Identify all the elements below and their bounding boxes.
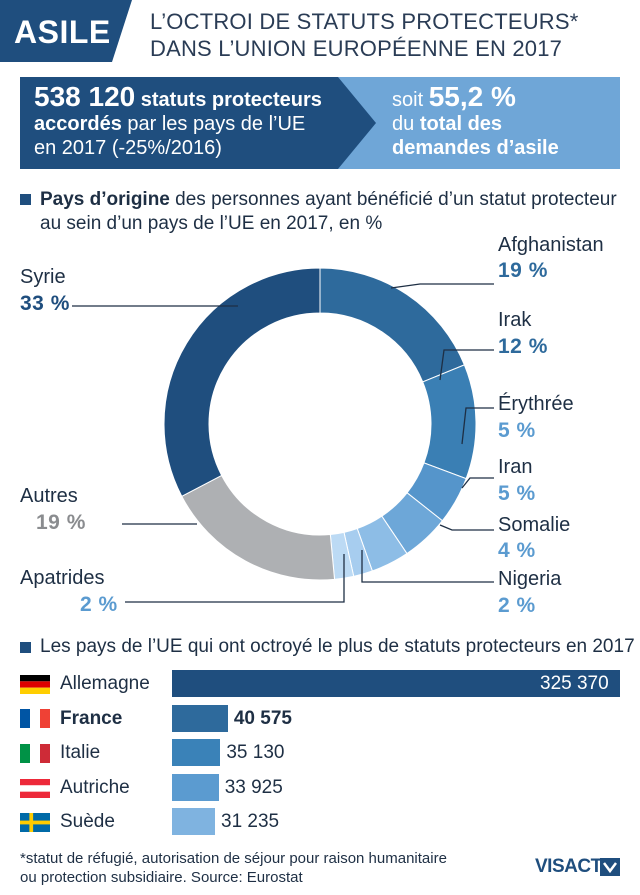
- label-somalie: Somalie: [498, 514, 571, 536]
- value-somalie: 4 %: [498, 539, 536, 562]
- leader-nigeria: [361, 550, 494, 583]
- donut-title-bold: Pays d’origine: [40, 189, 170, 210]
- banner-shape: [20, 77, 620, 169]
- italy-flag-icon: [20, 744, 50, 763]
- bar-italie: [172, 739, 221, 766]
- label-nigeria: Nigeria: [498, 568, 562, 590]
- value-autres: 19 %: [36, 511, 86, 534]
- share-percent: 55,2 %: [428, 81, 516, 112]
- label-afghanistan: Afghanistan: [498, 234, 604, 256]
- country-label: Italie: [60, 742, 101, 763]
- value-afghanistan: 19 %: [498, 259, 548, 282]
- donut-slice-syrie: [163, 267, 321, 498]
- austria-flag-icon: [20, 779, 50, 798]
- leader-erythree: [461, 407, 494, 445]
- value-iran: 5 %: [498, 482, 536, 505]
- bar-value-label: 40 575: [233, 708, 292, 729]
- country-label: France: [60, 708, 123, 729]
- banner-left-text: 538 120 statuts protecteurs accordés par…: [34, 83, 322, 160]
- tag-shape: [0, 0, 132, 62]
- banner-left-line2: par les pays de l’UE: [121, 113, 306, 135]
- donut-title-rest: des personnes ayant bénéficié d’un statu…: [169, 189, 617, 210]
- footnote-line1: *statut de réfugié, autorisation de séjo…: [20, 850, 447, 867]
- value-apatrides: 2 %: [80, 593, 118, 616]
- donut-slices: [163, 267, 477, 581]
- bar-value-label: 35 130: [226, 742, 285, 763]
- label-erythree: Érythrée: [498, 393, 574, 415]
- banner-left-line3: en 2017 (-25%/2016): [34, 137, 222, 159]
- bar-france: [172, 705, 228, 732]
- donut-chart-title: Pays d’origine des personnes ayant bénéf…: [40, 188, 617, 236]
- banner-right-line3: demandes d’asile: [392, 137, 559, 159]
- banner-right-line2-plain: du: [392, 113, 420, 135]
- country-label: Allemagne: [60, 673, 150, 694]
- value-irak: 12 %: [498, 335, 548, 358]
- bullet-square-icon: [20, 642, 31, 653]
- label-autres: Autres: [20, 485, 78, 507]
- leader-iran: [461, 477, 494, 489]
- leader-irak: [439, 349, 494, 381]
- donut-slice-afghanistan: [319, 267, 466, 383]
- donut-slice-autres: [181, 474, 336, 581]
- section-tag: ASILE: [14, 14, 111, 50]
- banner-right-line2-bold: total des: [419, 113, 503, 135]
- donut-chart: [72, 267, 494, 603]
- logo-mark-icon: [600, 858, 620, 876]
- bullet-square-icon: [20, 194, 31, 205]
- country-label: Autriche: [60, 777, 130, 798]
- leader-apatrides: [125, 554, 345, 603]
- bar-allemagne: [172, 670, 620, 697]
- header: ASILE L’OCTROI DE STATUTS PROTECTEURS* D…: [0, 0, 640, 68]
- leader-somalie: [439, 524, 494, 531]
- value-erythree: 5 %: [498, 419, 536, 442]
- leader-afghanistan: [390, 283, 494, 289]
- donut-title-line2: au sein d’un pays de l’UE en 2017, en %: [40, 213, 383, 234]
- donut-slice-irak: [422, 364, 477, 480]
- banner-left-line1: statuts protecteurs: [135, 89, 322, 111]
- label-irak: Irak: [498, 309, 532, 331]
- bar-value-label: 325 370: [540, 673, 609, 694]
- bar-suede: [172, 808, 215, 835]
- key-figures-banner: 538 120 statuts protecteurs accordés par…: [20, 77, 620, 169]
- bar-value-label: 33 925: [224, 777, 283, 798]
- title-line-2: DANS L’UNION EUROPÉENNE EN 2017: [150, 36, 563, 61]
- sweden-flag-icon: [20, 813, 50, 832]
- footnote-line2: ou protection subsidiaire. Source: Euros…: [20, 869, 303, 886]
- footnote: *statut de réfugié, autorisation de séjo…: [20, 849, 447, 887]
- leader-lines: [72, 283, 494, 603]
- germany-flag-icon: [20, 675, 50, 694]
- value-nigeria: 2 %: [498, 594, 536, 617]
- title-line-1: L’OCTROI DE STATUTS PROTECTEURS*: [150, 9, 579, 34]
- bar-autriche: [172, 774, 219, 801]
- bar-value-label: 31 235: [221, 811, 280, 832]
- banner-right-prefix: soit: [392, 89, 429, 111]
- value-syrie: 33 %: [20, 292, 70, 315]
- total-statuses-number: 538 120: [34, 81, 136, 112]
- banner-right-text: soit 55,2 % du total des demandes d’asil…: [392, 83, 559, 160]
- country-label: Suède: [60, 811, 115, 832]
- label-apatrides: Apatrides: [20, 567, 105, 589]
- banner-left-line2-bold: accordés: [34, 113, 122, 135]
- bar-chart-title: Les pays de l’UE qui ont octroyé le plus…: [40, 636, 635, 657]
- label-iran: Iran: [498, 456, 533, 478]
- label-syrie: Syrie: [20, 266, 66, 288]
- france-flag-icon: [20, 709, 50, 728]
- logo-text: VISACTU: [535, 856, 615, 877]
